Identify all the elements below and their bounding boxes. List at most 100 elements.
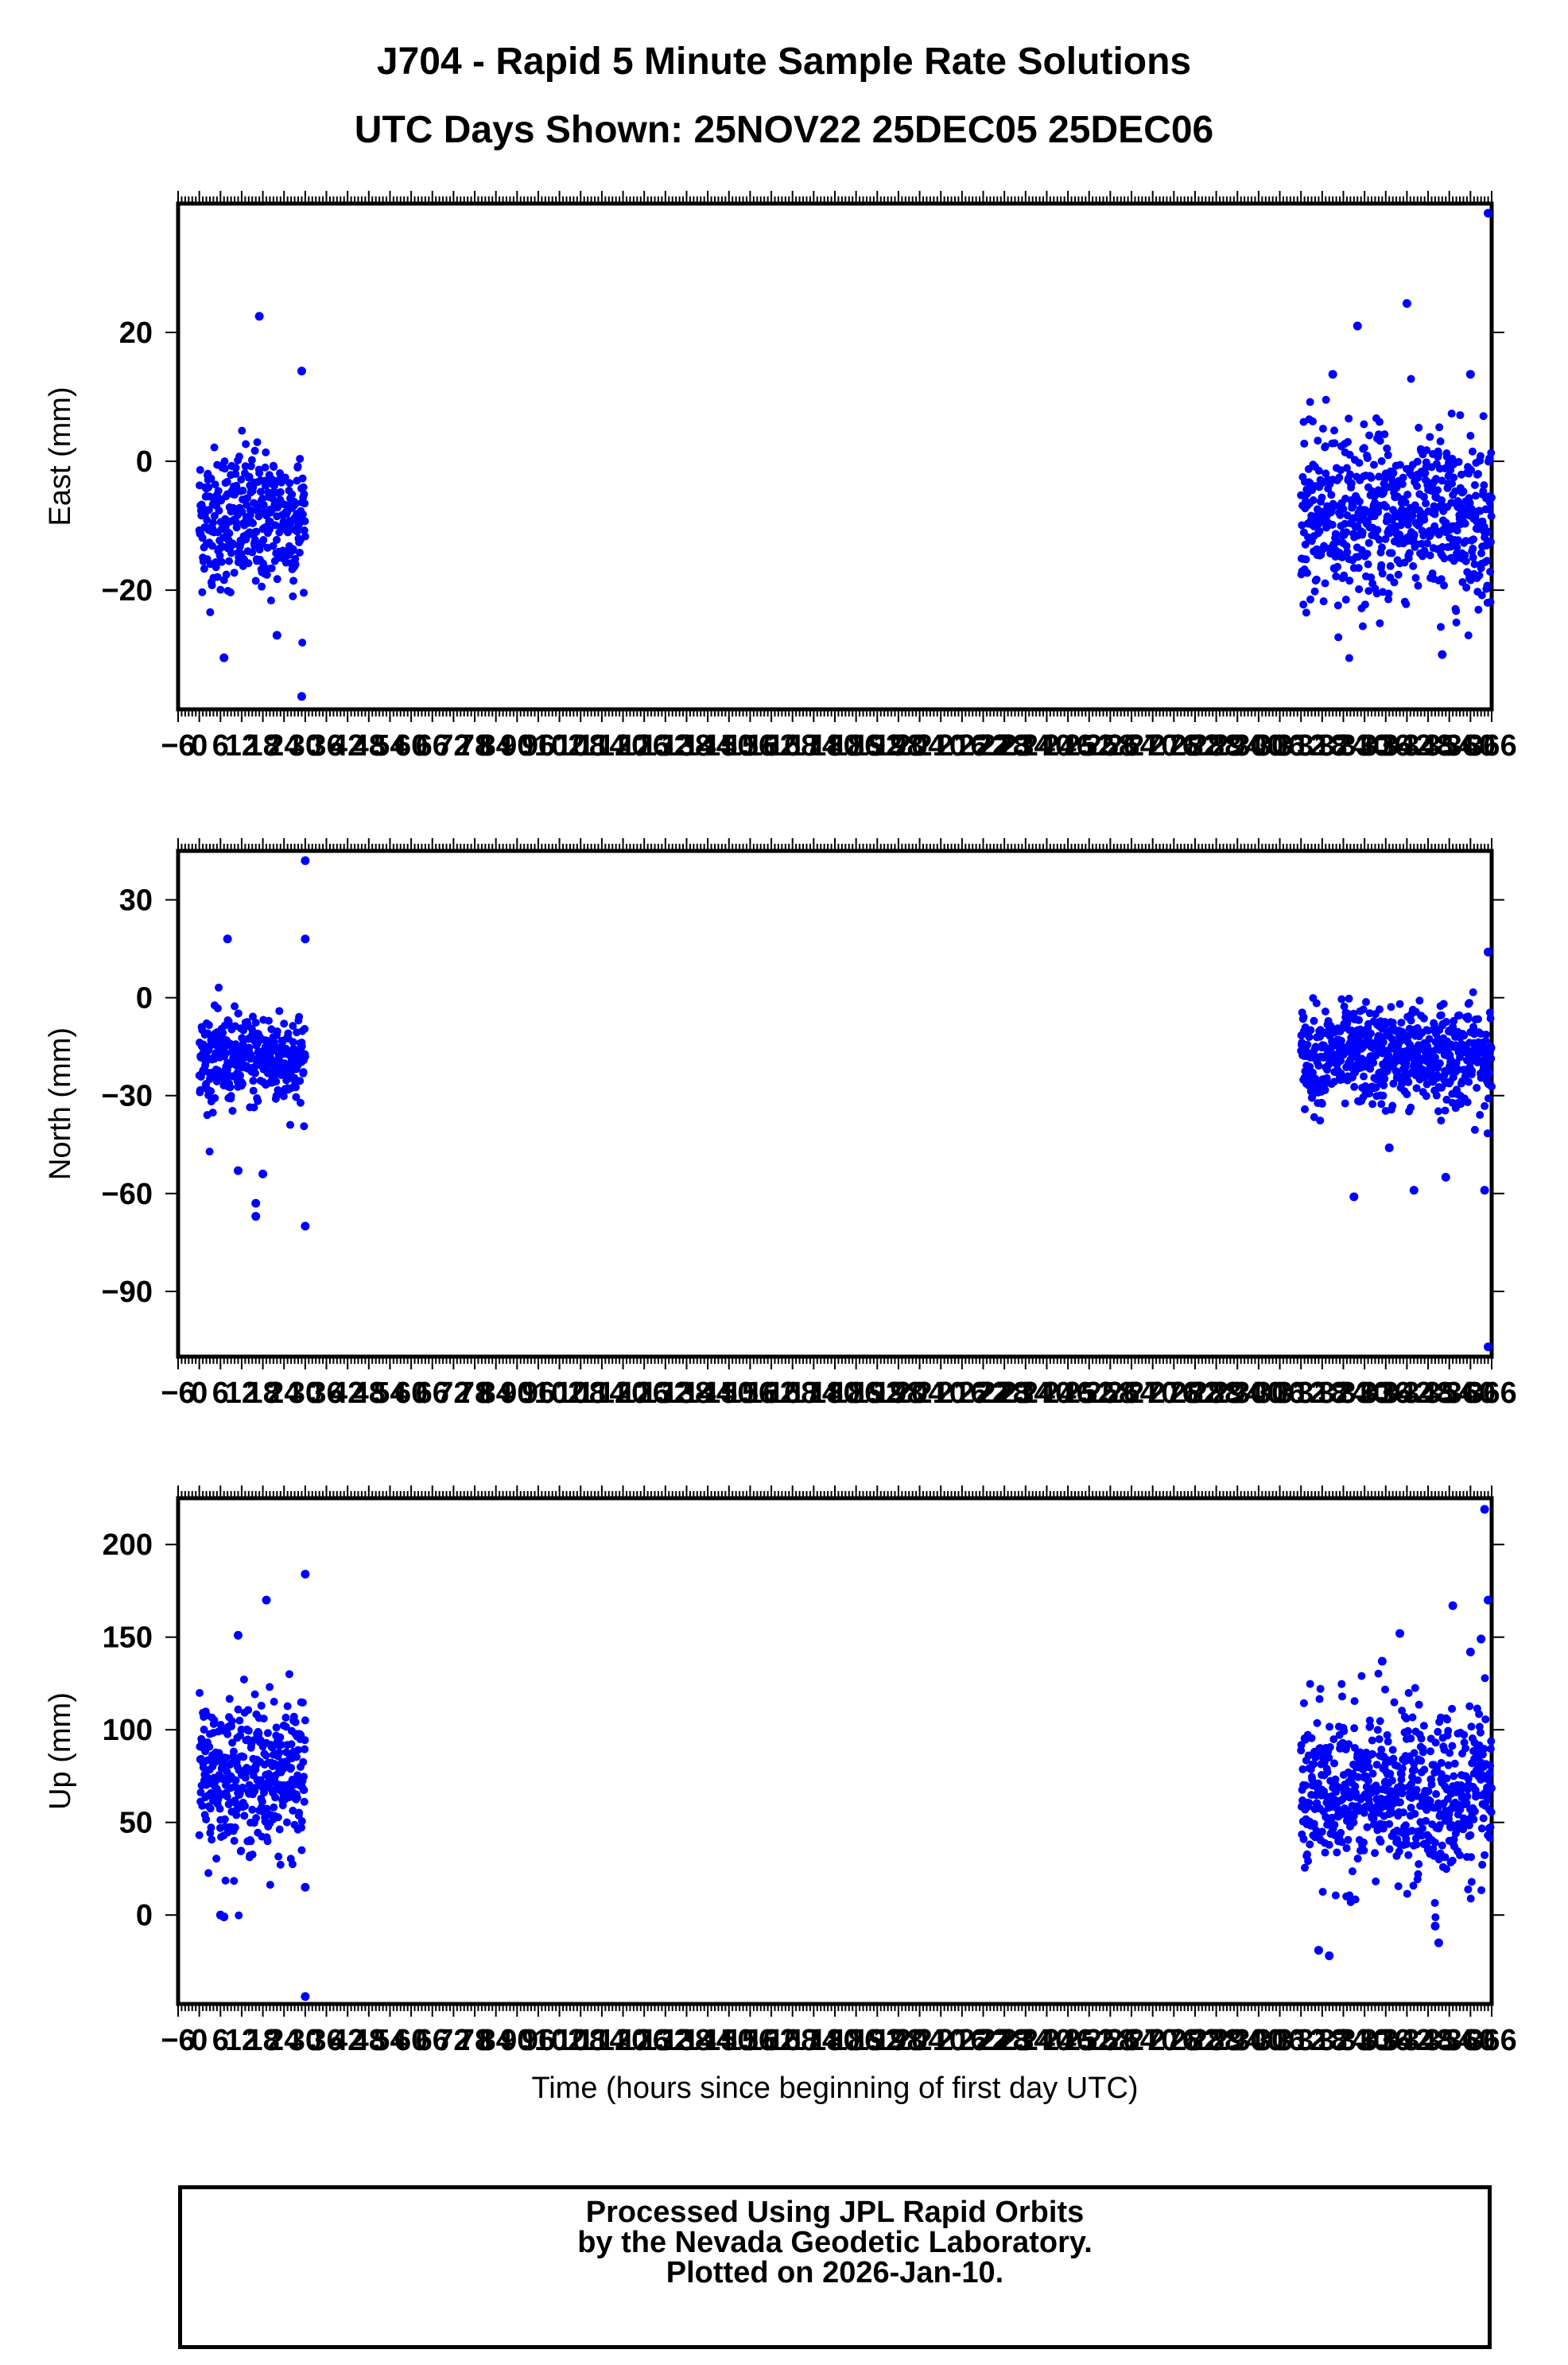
up-x-tick-label: 192 <box>852 2024 902 2057</box>
east-data-point <box>1377 456 1386 465</box>
up-x-tick-label: 306 <box>1255 2024 1305 2057</box>
north-data-point <box>1481 1101 1489 1110</box>
east-data-point <box>1318 493 1326 502</box>
east-x-tick-label: 234 <box>1000 729 1050 763</box>
up-y-tick-label: 50 <box>119 1807 153 1840</box>
east-data-point <box>289 545 297 553</box>
up-data-point <box>293 1746 302 1754</box>
east-data-point <box>1437 575 1446 584</box>
east-data-point <box>206 608 215 616</box>
north-data-point <box>1301 1105 1310 1113</box>
east-x-tick-label: 228 <box>979 729 1029 763</box>
up-x-tick-label: 90 <box>500 2024 534 2057</box>
east-x-tick-label: 114 <box>577 729 626 763</box>
east-data-point <box>272 631 281 640</box>
north-data-point <box>1469 988 1477 996</box>
up-x-tick-label: 12 <box>225 2024 258 2057</box>
north-x-tick-label: 54 <box>373 1377 406 1410</box>
north-x-tick-label: 18 <box>246 1377 279 1410</box>
east-x-tick-label: 198 <box>873 729 923 763</box>
north-data-point <box>1397 1018 1406 1027</box>
north-x-tick-label: 90 <box>500 1377 534 1410</box>
north-x-tick-label: 66 <box>416 1377 449 1410</box>
east-data-point <box>1353 553 1362 561</box>
east-data-point <box>1336 511 1345 519</box>
east-x-tick-label: 366 <box>1466 729 1516 763</box>
east-data-point <box>1475 571 1484 580</box>
north-data-point <box>301 1024 309 1033</box>
north-x-tick-label: 336 <box>1360 1377 1411 1410</box>
east-x-tick-label: 282 <box>1170 729 1220 763</box>
east-data-point <box>1360 444 1368 452</box>
north-data-point <box>1470 1125 1479 1134</box>
north-x-tick-label: 108 <box>556 1377 606 1410</box>
east-data-point <box>1410 530 1419 539</box>
east-data-point <box>235 452 243 461</box>
up-data-point <box>1321 1792 1329 1800</box>
up-x-tick-label: 216 <box>937 2024 987 2057</box>
up-x-tick-label: 282 <box>1170 2024 1220 2057</box>
east-data-point <box>1390 578 1399 587</box>
up-data-point <box>207 1823 215 1832</box>
north-x-tick-label: 120 <box>598 1377 648 1410</box>
east-x-tick-label: 18 <box>246 729 279 763</box>
east-data-point <box>1450 473 1458 482</box>
up-y-tick-label: 150 <box>103 1621 153 1655</box>
up-data-point <box>300 1785 309 1794</box>
east-x-tick-label: 324 <box>1318 729 1368 763</box>
up-data-point <box>1315 1695 1324 1703</box>
east-data-point <box>1386 561 1395 570</box>
up-data-point <box>202 1815 211 1823</box>
east-data-point <box>1330 426 1339 435</box>
north-data-point <box>1369 1058 1378 1067</box>
up-data-point <box>299 1757 308 1766</box>
east-data-point <box>1367 473 1376 482</box>
east-x-tick-label: 84 <box>479 729 513 763</box>
east-data-point <box>245 472 254 481</box>
up-data-point <box>1305 1799 1314 1808</box>
east-x-tick-label: 192 <box>852 729 902 763</box>
up-data-point <box>1321 1848 1329 1857</box>
north-x-tick-label: 240 <box>1022 1377 1072 1410</box>
east-data-point <box>1376 417 1384 426</box>
north-data-point <box>204 1030 212 1039</box>
up-y-axis-label: Up (mm) <box>44 1692 77 1810</box>
north-x-tick-label: 6 <box>212 1377 229 1410</box>
north-y-tick-label: −60 <box>102 1178 153 1211</box>
up-x-tick-label: 228 <box>979 2024 1029 2057</box>
east-data-point <box>217 557 226 566</box>
up-data-point <box>204 1869 213 1878</box>
east-data-point <box>1422 458 1430 467</box>
up-data-point <box>223 1792 231 1801</box>
east-data-point <box>1468 447 1477 456</box>
up-data-point <box>274 1813 282 1822</box>
east-x-tick-label: 252 <box>1064 729 1114 763</box>
north-x-tick-label: 156 <box>725 1377 775 1410</box>
east-data-point <box>252 527 261 536</box>
north-data-point <box>1340 1002 1349 1011</box>
east-data-point <box>1309 496 1318 505</box>
north-data-point <box>1322 1074 1331 1082</box>
east-data-point <box>1483 581 1492 590</box>
up-x-tick-label: 258 <box>1085 2024 1135 2057</box>
north-data-point <box>1407 1103 1415 1112</box>
up-data-point <box>1330 1759 1339 1768</box>
east-data-point <box>256 487 265 496</box>
east-x-tick-label: −6 <box>161 729 195 763</box>
east-data-point <box>276 487 285 496</box>
up-data-point <box>230 1877 239 1885</box>
up-data-point <box>262 1751 270 1760</box>
north-data-point <box>292 1093 301 1101</box>
up-x-tick-label: 204 <box>895 2024 945 2057</box>
north-data-point <box>1422 1092 1430 1101</box>
north-data-point <box>211 1093 219 1102</box>
north-data-point <box>1450 1016 1458 1025</box>
up-data-point <box>270 1697 278 1706</box>
north-x-tick-label: 114 <box>577 1377 626 1410</box>
up-data-point <box>1301 1863 1310 1872</box>
up-data-point <box>1330 1820 1339 1829</box>
north-data-point <box>1318 1100 1326 1109</box>
east-data-point <box>1452 607 1461 616</box>
east-data-point <box>1435 423 1444 432</box>
east-data-point <box>1363 550 1372 558</box>
